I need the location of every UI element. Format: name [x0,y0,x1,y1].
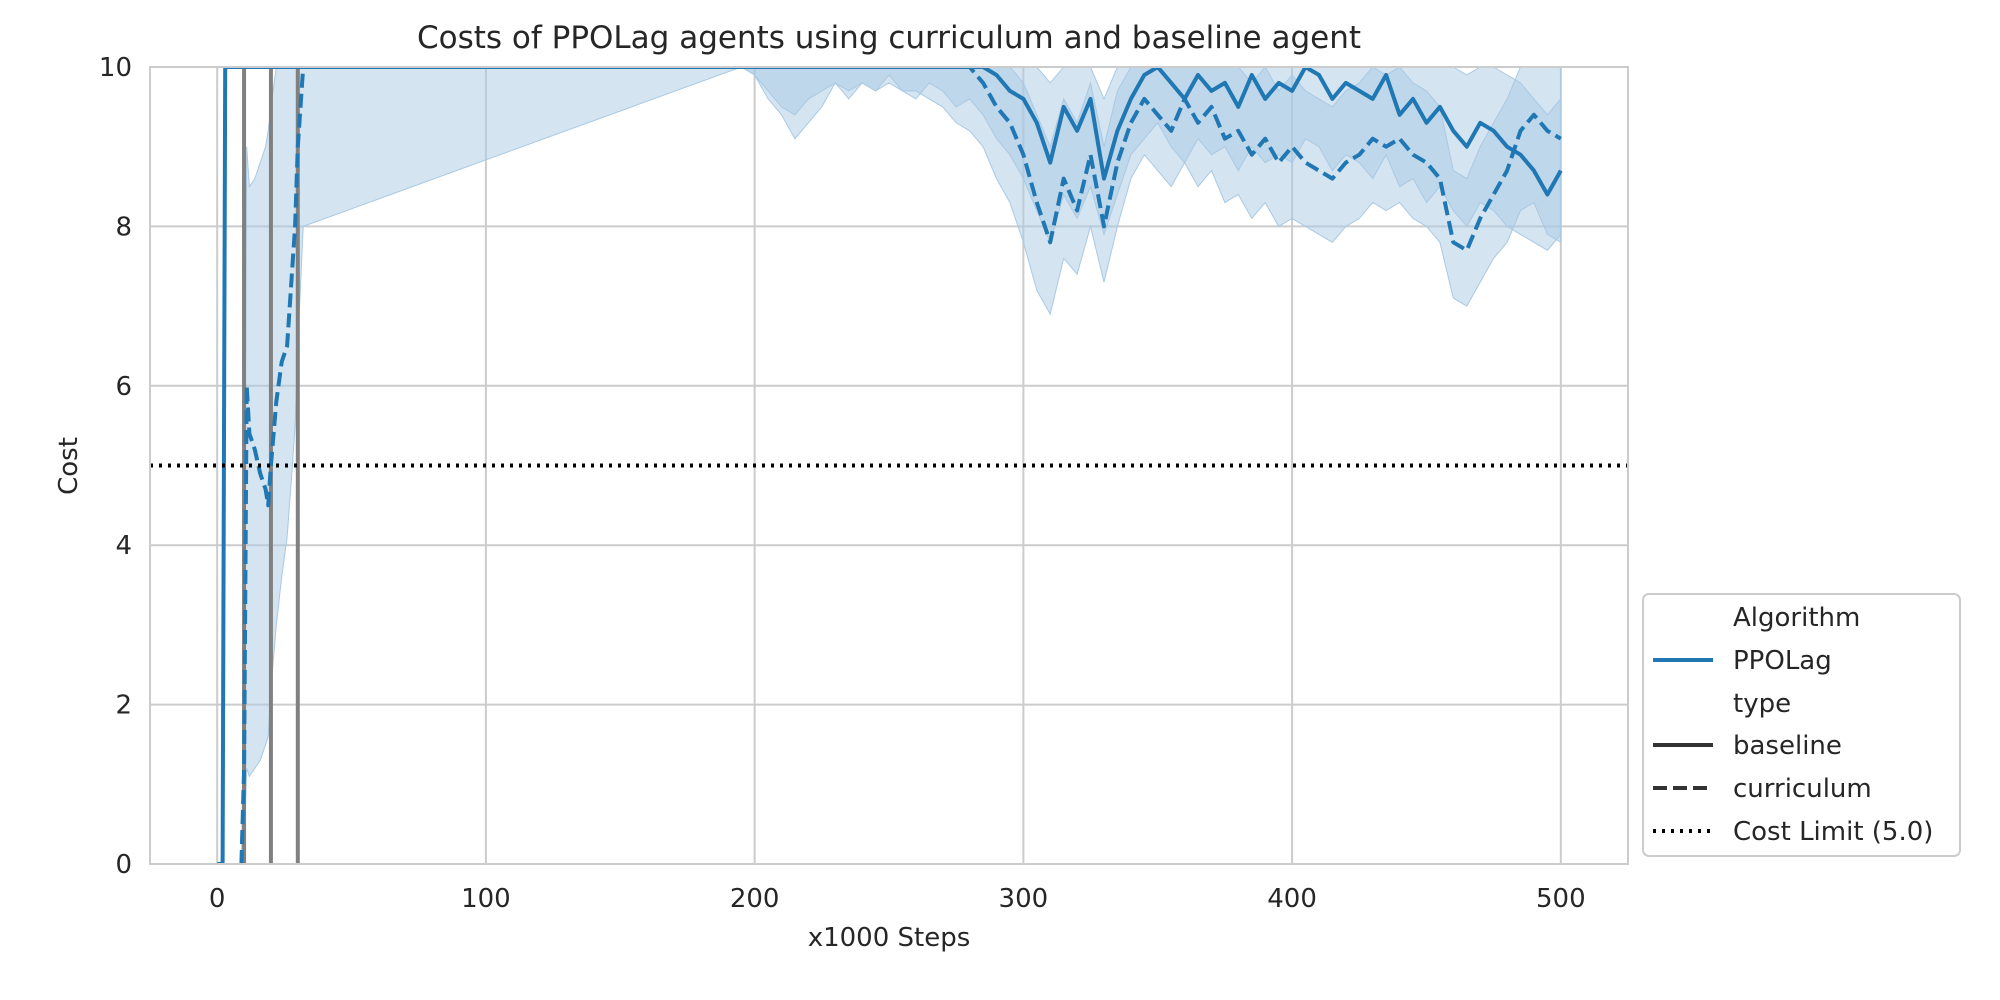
x-tick-label-200: 200 [730,884,780,914]
band-curriculum [240,67,1562,864]
y-tick-labels: 0 2 4 6 8 10 [99,53,132,880]
legend-box [1642,593,1961,857]
y-tick-label-0: 0 [115,850,132,880]
x-tick-label-0: 0 [209,884,226,914]
y-tick-label-2: 2 [115,691,132,721]
confidence-bands [217,67,1562,864]
x-tick-labels: 0 100 200 300 400 500 [209,884,1586,914]
legend: Algorithm PPOLag type baseline curriculu… [1642,593,1961,857]
series-line-curriculum [239,67,1562,864]
legend-label-curriculum: curriculum [1733,774,1872,804]
y-tick-label-10: 10 [99,53,132,83]
legend-title-type: type [1733,689,1791,719]
x-tick-label-400: 400 [1267,884,1317,914]
legend-title-algorithm: Algorithm [1733,603,1860,633]
plot-frame [149,66,1629,865]
x-tick-label-100: 100 [461,884,511,914]
legend-label-baseline: baseline [1733,731,1842,761]
y-tick-label-6: 6 [115,372,132,402]
x-tick-label-500: 500 [1536,884,1586,914]
series-line-baseline [217,67,1563,864]
y-tick-label-8: 8 [115,212,132,242]
legend-label-ppolag: PPOLag [1733,646,1832,676]
x-tick-label-300: 300 [999,884,1049,914]
legend-label-cost-limit: Cost Limit (5.0) [1733,817,1933,847]
x-axis-label: x1000 Steps [808,923,971,953]
series-lines [217,67,1563,864]
y-axis-label: Cost [54,437,84,495]
y-tick-label-4: 4 [115,531,132,561]
chart-title: Costs of PPOLag agents using curriculum … [417,20,1361,56]
